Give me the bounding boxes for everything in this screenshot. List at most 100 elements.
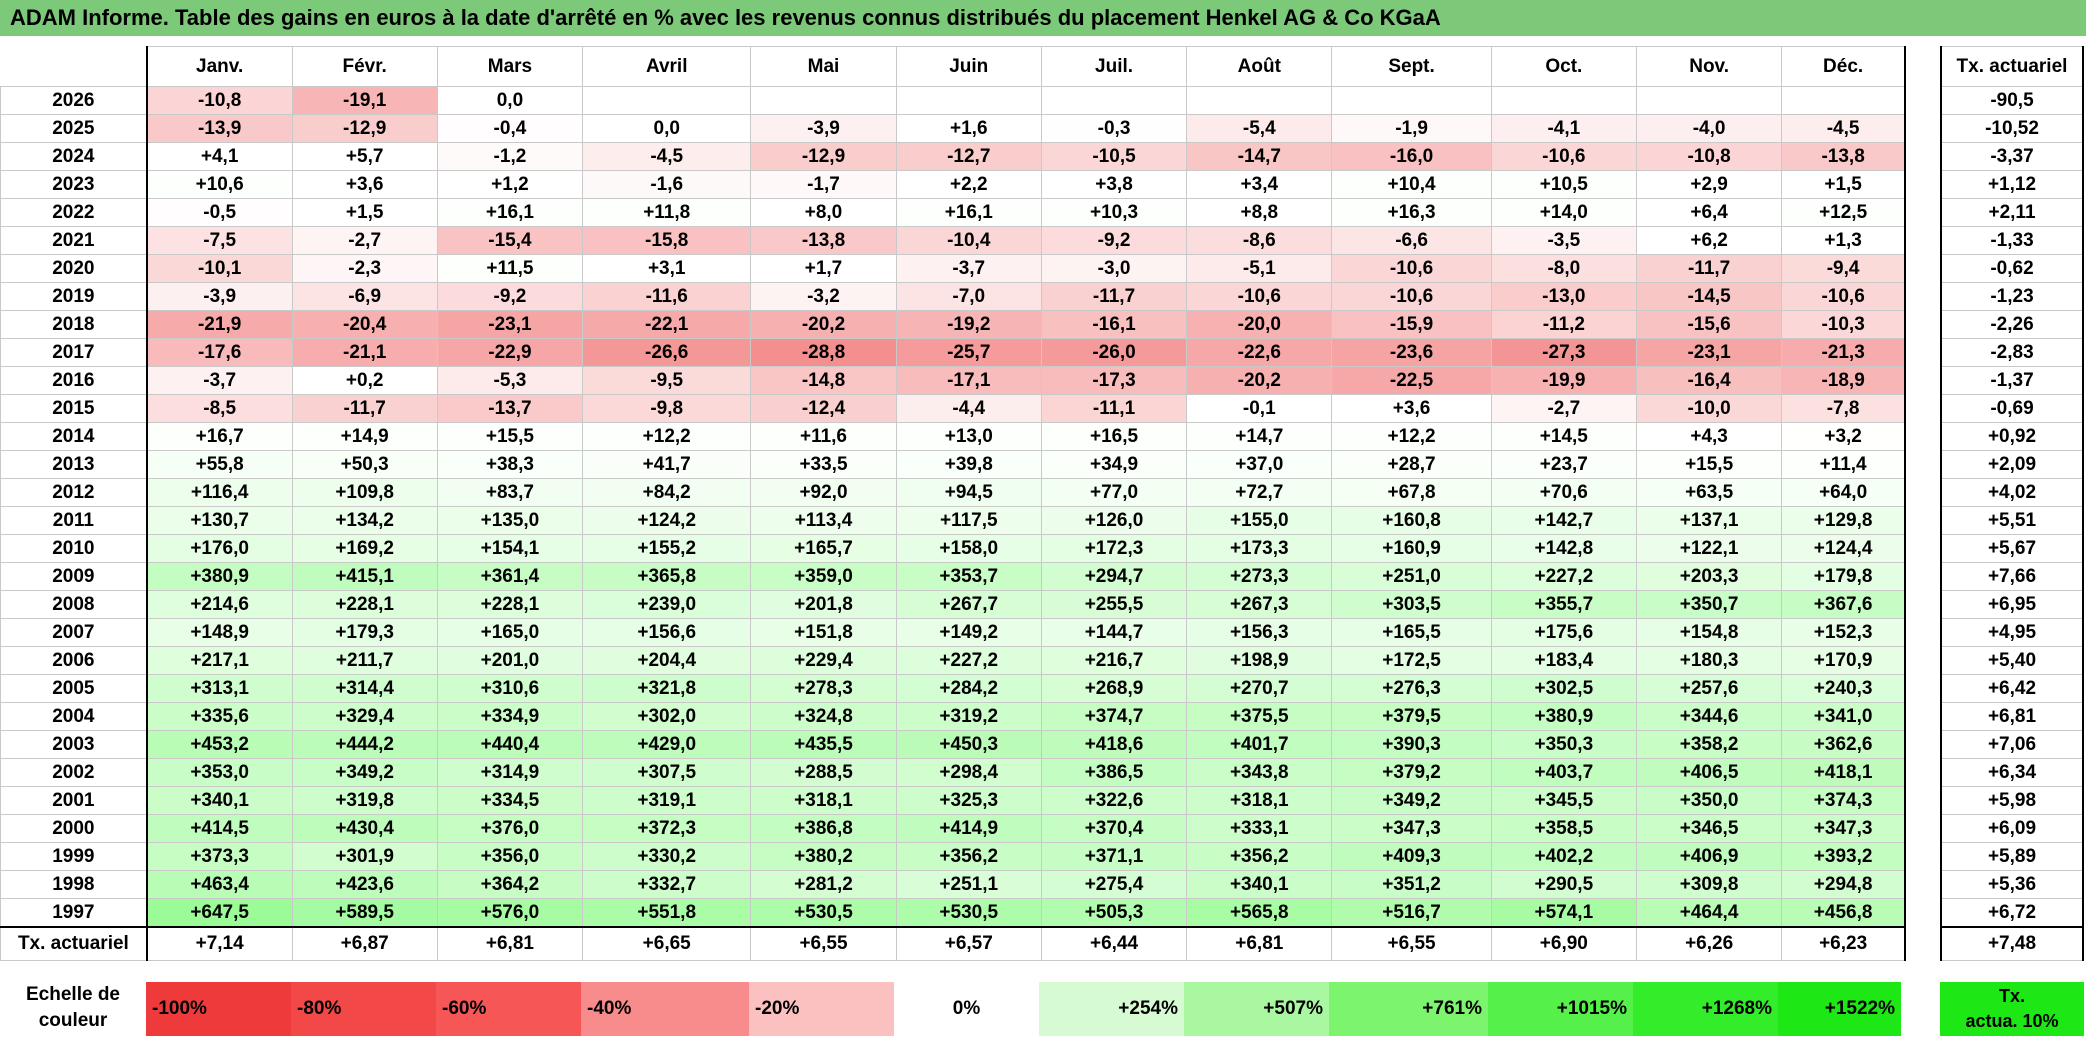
table-row: 2000 +414,5 +430,4 +376,0 +372,3 +386,8 +414,9… — [0, 814, 1906, 843]
table-row: 2016 -3,7 +0,2 -5,3 -9,5 -14,8 -17,1 -17,3 -20,2… — [0, 366, 1906, 395]
value-cell: +129,8 — [1781, 506, 1906, 535]
value-cell: +334,5 — [436, 786, 584, 815]
actuarial-cell: -2,26 — [1941, 310, 2083, 339]
value-cell: +201,0 — [436, 646, 584, 675]
year-label: 2014 — [0, 422, 148, 451]
value-cell: -10,8 — [146, 86, 293, 115]
value-cell: +275,4 — [1040, 870, 1188, 899]
value-cell: +16,7 — [146, 422, 293, 451]
table-row: 2010 +176,0 +169,2 +154,1 +155,2 +165,7 +158,0… — [0, 534, 1906, 563]
actuarial-cell: +6,34 — [1941, 758, 2083, 787]
value-cell: -22,1 — [582, 310, 752, 339]
value-cell: +551,8 — [582, 898, 752, 928]
value-cell: +370,4 — [1040, 814, 1188, 843]
value-cell: -9,5 — [582, 366, 752, 395]
month-header: Févr. — [291, 46, 438, 87]
table-row: 2025 -13,9 -12,9 -0,4 0,0 -3,9 +1,6 -0,3 -5,4 -1,… — [0, 114, 1906, 143]
value-cell: +344,6 — [1635, 702, 1783, 731]
value-cell: +165,5 — [1331, 618, 1492, 647]
color-scale-reference: Tx. actua. 10% — [1940, 982, 2084, 1036]
value-cell: -3,7 — [146, 366, 293, 395]
color-scale-stop: -80% — [291, 982, 436, 1036]
value-cell: -21,1 — [291, 338, 438, 367]
value-cell: -9,4 — [1781, 254, 1906, 283]
value-cell: -12,9 — [291, 114, 438, 143]
value-cell: +11,5 — [436, 254, 584, 283]
value-cell: -15,4 — [436, 226, 584, 255]
value-cell: +28,7 — [1331, 450, 1492, 479]
value-cell: +3,2 — [1781, 422, 1906, 451]
value-cell: -10,6 — [1186, 282, 1333, 311]
actuarial-row: +2,11 — [1941, 198, 2083, 227]
value-cell: +647,5 — [146, 898, 293, 928]
value-cell: +418,1 — [1781, 758, 1906, 787]
value-cell: +154,1 — [436, 534, 584, 563]
actuarial-cell: -90,5 — [1941, 86, 2083, 115]
value-cell: +1,5 — [1781, 170, 1906, 199]
value-cell: +211,7 — [291, 646, 438, 675]
value-cell: +379,5 — [1331, 702, 1492, 731]
value-cell: +11,8 — [582, 198, 752, 227]
value-cell: -27,3 — [1490, 338, 1637, 367]
value-cell: +39,8 — [895, 450, 1042, 479]
value-cell: -16,1 — [1040, 310, 1188, 339]
value-cell: -10,1 — [146, 254, 293, 283]
value-cell: +349,2 — [1331, 786, 1492, 815]
actuarial-row: +5,89 — [1941, 842, 2083, 871]
value-cell: -23,6 — [1331, 338, 1492, 367]
value-cell: +15,5 — [436, 422, 584, 451]
value-cell: -4,5 — [1781, 114, 1906, 143]
year-label: 2013 — [0, 450, 148, 479]
value-cell: +4,3 — [1635, 422, 1783, 451]
value-cell: +1,6 — [895, 114, 1042, 143]
value-cell: +356,0 — [436, 842, 584, 871]
value-cell: +158,0 — [895, 534, 1042, 563]
value-cell: +278,3 — [750, 674, 897, 703]
value-cell: +362,6 — [1781, 730, 1906, 759]
value-cell: +374,3 — [1781, 786, 1906, 815]
value-cell: -13,7 — [436, 394, 584, 423]
actuarial-row: +5,40 — [1941, 646, 2083, 675]
table-row: 2019 -3,9 -6,9 -9,2 -11,6 -3,2 -7,0 -11,7 -10,6-… — [0, 282, 1906, 311]
value-cell: +450,3 — [895, 730, 1042, 759]
value-cell: +34,9 — [1040, 450, 1188, 479]
color-scale-stop: -60% — [436, 982, 581, 1036]
value-cell: +240,3 — [1781, 674, 1906, 703]
value-cell: +340,1 — [146, 786, 293, 815]
value-cell: -1,7 — [750, 170, 897, 199]
month-header: Janv. — [146, 46, 293, 87]
actuarial-row: -0,62 — [1941, 254, 2083, 283]
table-row: 2012 +116,4 +109,8 +83,7 +84,2 +92,0 +94,5 +77,… — [0, 478, 1906, 507]
value-cell: +142,8 — [1490, 534, 1637, 563]
value-cell: -3,2 — [750, 282, 897, 311]
value-cell: +239,0 — [582, 590, 752, 619]
actuarial-cell: +7,66 — [1941, 562, 2083, 591]
value-cell: +270,7 — [1186, 674, 1333, 703]
value-cell: +346,5 — [1635, 814, 1783, 843]
value-cell: +15,5 — [1635, 450, 1783, 479]
table-row: 2011 +130,7 +134,2 +135,0 +124,2 +113,4 +117,5… — [0, 506, 1906, 535]
value-cell: -13,8 — [1781, 142, 1906, 171]
value-cell: +3,8 — [1040, 170, 1188, 199]
footer-cell: +6,90 — [1490, 926, 1637, 961]
footer-actuarial-cell: +7,48 — [1941, 926, 2083, 961]
value-cell: +347,3 — [1331, 814, 1492, 843]
year-label: 2022 — [0, 198, 148, 227]
year-label: 2005 — [0, 674, 148, 703]
actuarial-cell: -0,62 — [1941, 254, 2083, 283]
table-row: 2009 +380,9 +415,1 +361,4 +365,8 +359,0 +353,7… — [0, 562, 1906, 591]
value-cell: +180,3 — [1635, 646, 1783, 675]
value-cell: +173,3 — [1186, 534, 1333, 563]
value-cell: -16,0 — [1331, 142, 1492, 171]
value-cell: +172,3 — [1040, 534, 1188, 563]
value-cell: -11,7 — [1040, 282, 1188, 311]
year-label: 2017 — [0, 338, 148, 367]
year-label: 2009 — [0, 562, 148, 591]
table-row: 2024 +4,1 +5,7 -1,2 -4,5 -12,9 -12,7 -10,5 -14,7… — [0, 142, 1906, 171]
year-label: 2010 — [0, 534, 148, 563]
value-cell: -9,2 — [436, 282, 584, 311]
value-cell: +155,0 — [1186, 506, 1333, 535]
value-cell: -26,0 — [1040, 338, 1188, 367]
value-cell: +406,9 — [1635, 842, 1783, 871]
actuarial-row: +4,02 — [1941, 478, 2083, 507]
